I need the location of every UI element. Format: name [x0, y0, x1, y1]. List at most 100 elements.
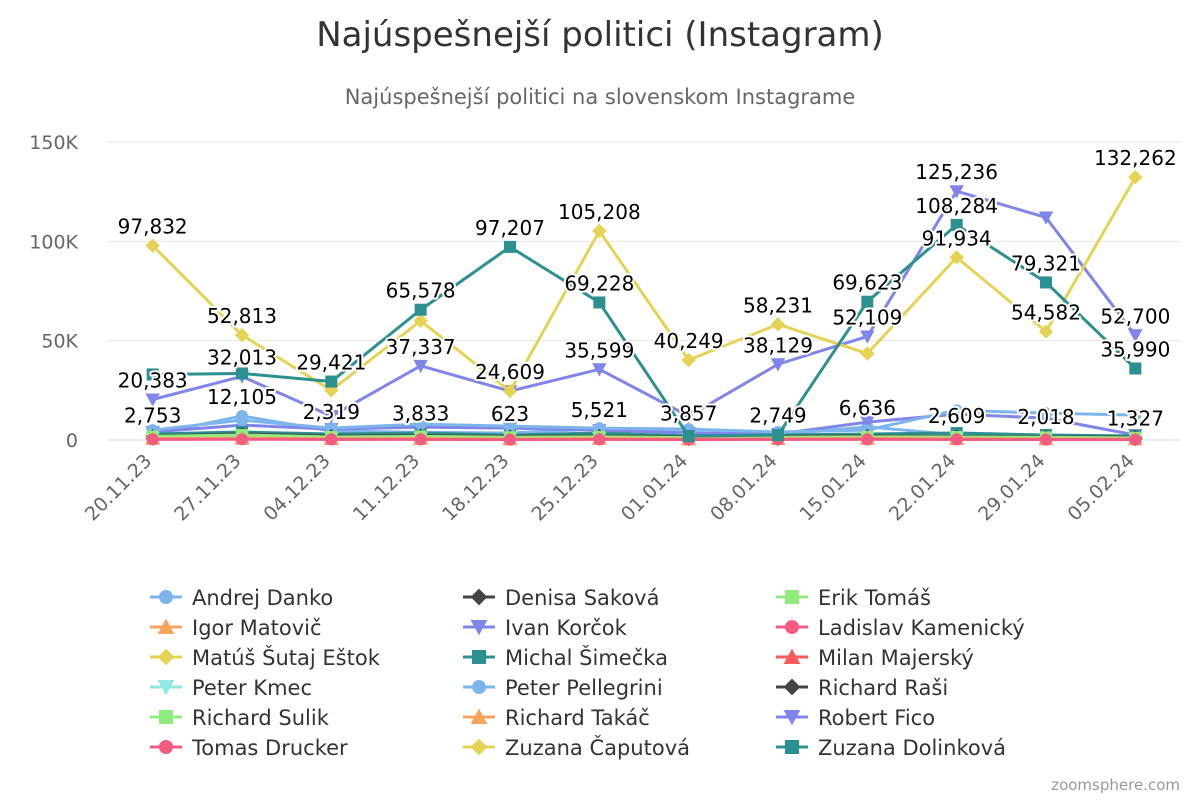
data-label: 2,319	[303, 400, 360, 424]
data-point	[502, 383, 518, 399]
data-point	[504, 420, 516, 433]
data-label: 2,609	[928, 404, 985, 428]
data-point	[593, 433, 606, 446]
data-point	[861, 295, 874, 308]
legend-marker	[472, 650, 486, 664]
legend-item-denisa-sakova[interactable]: Denisa Saková	[463, 586, 659, 610]
data-label: 40,249	[654, 329, 724, 353]
data-point	[681, 410, 696, 424]
data-point	[860, 416, 875, 430]
legend-label: Tomas Drucker	[191, 736, 348, 760]
legend-item-michal-simecka[interactable]: Michal Šimečka	[463, 645, 668, 670]
data-point	[413, 313, 428, 328]
legend-marker	[157, 648, 175, 666]
series-line	[152, 408, 1136, 434]
legend-item-richard-takac[interactable]: Richard Takáč	[463, 706, 650, 730]
series-line	[152, 430, 1136, 438]
data-label: 91,934	[922, 226, 992, 250]
legend-label: Denisa Saková	[505, 586, 659, 610]
legend-marker	[159, 740, 173, 754]
data-label: 35,990	[1100, 337, 1170, 361]
data-label: 69,228	[564, 271, 634, 295]
legend-item-ladislav-kamenicky[interactable]: Ladislav Kamenický	[776, 616, 1025, 640]
legend-item-robert-fico[interactable]: Robert Fico	[776, 706, 935, 730]
data-label: 3,833	[392, 401, 449, 425]
data-point	[145, 393, 160, 407]
legend-label: Richard Takáč	[505, 706, 650, 730]
data-label: 35,599	[564, 338, 634, 362]
data-point	[770, 317, 786, 332]
legend-item-erik-tomas[interactable]: Erik Tomáš	[776, 586, 931, 610]
data-point	[504, 433, 516, 446]
legend-item-andrej-danko[interactable]: Andrej Danko	[150, 586, 333, 610]
data-label: 6,636	[839, 396, 896, 420]
series-line	[152, 223, 1137, 438]
data-point	[325, 433, 338, 446]
data-point	[146, 433, 159, 446]
legend-marker	[783, 678, 801, 696]
legend-label: Michal Šimečka	[505, 645, 668, 670]
legend-label: Zuzana Dolinková	[818, 736, 1006, 760]
data-label: 32,013	[207, 345, 277, 369]
legend-item-peter-pellegrini[interactable]: Peter Pellegrini	[463, 676, 663, 700]
legend-label: Milan Majerský	[818, 646, 974, 670]
data-point	[950, 218, 963, 231]
legend-marker	[157, 618, 175, 634]
data-point	[414, 433, 427, 446]
legend-item-richard-sulik[interactable]: Richard Sulik	[150, 706, 330, 730]
x-tick-label: 05.02.24	[1063, 450, 1138, 525]
data-point	[861, 433, 874, 446]
data-label: 2,753	[124, 404, 181, 428]
data-point	[1038, 324, 1054, 339]
legend-item-igor-matovic[interactable]: Igor Matovič	[150, 616, 322, 640]
legend-marker	[783, 648, 801, 664]
legend-label: Ivan Korčok	[505, 616, 628, 640]
data-point	[1129, 433, 1142, 446]
data-point	[593, 296, 606, 309]
legend-item-matus-sutaj-estok[interactable]: Matúš Šutaj Eštok	[150, 645, 381, 670]
legend-item-zuzana-dolinkova[interactable]: Zuzana Dolinková	[776, 736, 1006, 760]
data-point	[1040, 433, 1052, 446]
data-point	[860, 330, 875, 344]
legend-item-peter-kmec[interactable]: Peter Kmec	[150, 676, 312, 700]
legend-label: Zuzana Čaputová	[505, 735, 690, 760]
series-tomas-drucker	[146, 433, 1142, 446]
data-point	[772, 429, 784, 442]
data-point	[146, 368, 159, 381]
data-label: 29,421	[296, 351, 366, 375]
data-label: 52,109	[832, 305, 902, 329]
legend-label: Matúš Šutaj Eštok	[192, 645, 381, 670]
legend-marker	[785, 740, 799, 754]
data-point	[682, 430, 695, 443]
legend-item-zuzana-caputova[interactable]: Zuzana Čaputová	[463, 735, 690, 760]
x-tick-label: 08.01.24	[706, 450, 781, 525]
data-point	[145, 238, 160, 253]
legend-item-milan-majersky[interactable]: Milan Majerský	[776, 646, 974, 670]
legend-label: Ladislav Kamenický	[818, 616, 1025, 640]
legend-item-ivan-korcok[interactable]: Ivan Korčok	[463, 616, 628, 640]
series-robert-fico	[145, 185, 1143, 424]
legend-item-tomas-drucker[interactable]: Tomas Drucker	[150, 736, 348, 760]
legend-label: Peter Kmec	[192, 676, 312, 700]
data-point	[1040, 276, 1052, 289]
data-label: 12,105	[207, 385, 277, 409]
data-point	[1128, 170, 1143, 185]
data-point	[950, 404, 963, 417]
series-line	[152, 412, 1136, 437]
data-label: 37,337	[386, 335, 456, 359]
data-point	[949, 185, 964, 199]
data-label: 52,813	[207, 304, 277, 328]
data-point	[860, 346, 875, 361]
legend-marker	[157, 680, 175, 696]
legend-marker	[470, 620, 488, 636]
legend-item-richard-rasi[interactable]: Richard Raši	[776, 676, 948, 700]
data-point	[592, 223, 607, 239]
chart-credit: zoomsphere.com	[1051, 776, 1180, 794]
data-label: 2,749	[749, 404, 806, 428]
data-label: 58,231	[743, 293, 813, 317]
x-tick-label: 20.11.23	[81, 450, 156, 525]
x-tick-label: 22.01.24	[885, 450, 960, 525]
x-tick-label: 01.01.24	[617, 450, 692, 525]
x-tick-label: 25.12.23	[527, 450, 602, 525]
